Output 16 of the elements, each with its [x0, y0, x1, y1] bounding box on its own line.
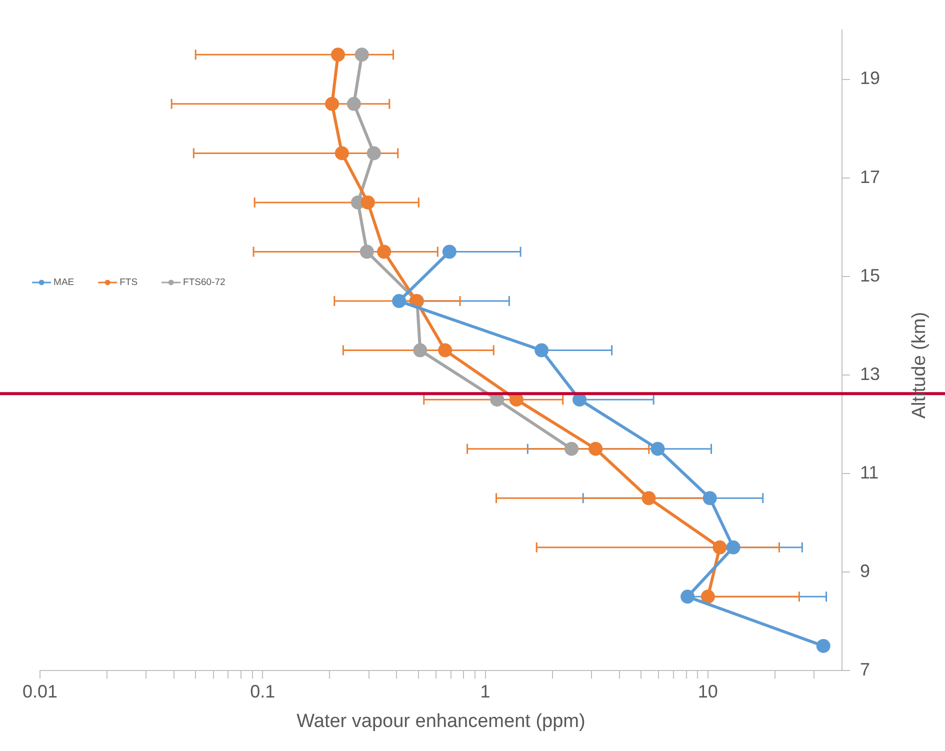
y-tick-label: 13	[860, 364, 880, 384]
x-tick-label: 1	[480, 681, 490, 702]
legend-label: FTS	[120, 277, 138, 288]
y-tick-label: 7	[860, 660, 870, 680]
y-tick-label: 9	[860, 561, 870, 582]
y-tick-label: 17	[860, 166, 880, 187]
x-axis-title: Water vapour enhancement (ppm)	[296, 710, 586, 732]
y-tick-label: 19	[860, 68, 880, 88]
x-tick-label: 0.1	[250, 681, 276, 702]
y-tick-label: 15	[860, 265, 880, 286]
x-tick-label: 10	[698, 681, 718, 702]
legend-label: MAE	[54, 277, 74, 288]
y-axis-title: Altitude (km)	[909, 312, 930, 419]
legend-label: FTS60-72	[183, 277, 226, 288]
y-tick-label: 11	[860, 462, 879, 482]
x-tick-label: 0.01	[22, 681, 58, 702]
